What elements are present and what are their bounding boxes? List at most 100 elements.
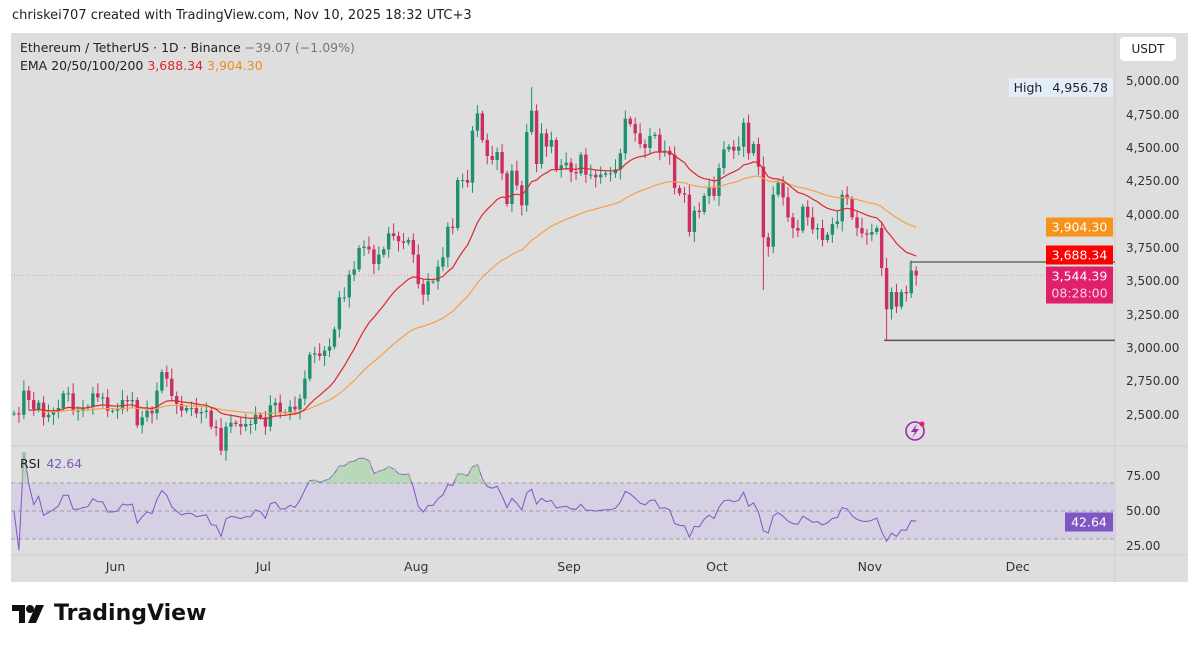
candle-body — [618, 153, 623, 170]
time-tick-label: Jul — [255, 559, 271, 574]
candle-body — [525, 132, 529, 206]
rsi-overbought-fill — [336, 466, 342, 483]
candle-body — [815, 228, 820, 230]
candle-body — [515, 170, 519, 186]
rsi-legend[interactable]: RSI 42.64 — [20, 456, 82, 471]
price-tick-label: 2,500.00 — [1126, 407, 1180, 422]
candle-body — [801, 206, 805, 231]
candle-body — [27, 390, 31, 400]
rsi-overbought-fill — [465, 475, 470, 483]
rsi-overbought-fill — [346, 462, 352, 483]
candle-body — [268, 405, 273, 427]
candle-body — [204, 410, 208, 412]
candle-body — [101, 397, 105, 399]
candle-body — [352, 269, 356, 275]
candle-body — [559, 165, 563, 170]
price-tick-label: 4,000.00 — [1126, 207, 1180, 222]
candle-body — [46, 414, 51, 418]
currency-button[interactable]: USDT — [1120, 37, 1176, 61]
candle-body — [697, 210, 701, 213]
candle-body — [36, 402, 41, 410]
symbol-legend[interactable]: Ethereum / TetherUS · 1D · Binance −39.0… — [20, 40, 355, 55]
candle-body — [96, 393, 100, 398]
candle-body — [534, 110, 539, 165]
candle-body — [737, 146, 741, 151]
rsi-overbought-fill — [391, 469, 397, 483]
rsi-overbought-fill — [371, 473, 377, 483]
candle-body — [396, 236, 401, 242]
candle-body — [909, 270, 913, 294]
candle-body — [22, 390, 26, 415]
rsi-overbought-fill — [322, 480, 328, 483]
candle-body — [362, 246, 366, 249]
ema-legend[interactable]: EMA 20/50/100/200 3,688.34 3,904.30 — [20, 58, 263, 73]
candle-body — [81, 407, 85, 411]
high-label-value: 4,956.78 — [1052, 80, 1108, 95]
candle-body — [633, 124, 637, 134]
candle-body — [377, 254, 381, 265]
candle-body — [781, 182, 785, 198]
tradingview-logo[interactable]: TradingView — [12, 601, 206, 626]
candle-body — [391, 233, 396, 237]
candle-body — [288, 406, 292, 412]
ema50-line — [43, 175, 917, 415]
candle-body — [372, 249, 376, 265]
candle-body — [820, 228, 825, 241]
rsi-overbought-fill — [341, 466, 347, 483]
rsi-overbought-fill — [460, 474, 466, 483]
rsi-overbought-fill — [351, 461, 357, 483]
price-tick-label: 3,000.00 — [1126, 341, 1180, 355]
candle-body — [416, 254, 420, 285]
candle-body — [603, 173, 608, 175]
candle-body — [421, 284, 425, 295]
candle-body — [658, 134, 662, 153]
candle-body — [589, 174, 593, 176]
candle-body — [884, 268, 889, 310]
candle-body — [702, 196, 706, 213]
candle-body — [224, 426, 228, 451]
candle-body — [145, 410, 149, 418]
rsi-overbought-fill — [331, 473, 337, 483]
candle-body — [347, 274, 351, 298]
candle-body — [110, 410, 115, 412]
candle-body — [278, 402, 282, 412]
rsi-overbought-fill — [474, 464, 480, 483]
rsi-overbought-fill — [405, 474, 411, 483]
brand-name: TradingView — [54, 601, 207, 626]
candle-body — [51, 411, 56, 415]
rsi-overbought-fill — [400, 474, 406, 483]
candle-body — [239, 423, 243, 427]
candle-body — [598, 174, 603, 178]
candle-body — [332, 329, 337, 347]
candle-body — [66, 393, 70, 395]
candle-body — [451, 226, 455, 229]
candle-body — [889, 292, 894, 310]
candle-body — [648, 136, 652, 149]
ema50-value: 3,904.30 — [207, 58, 263, 73]
rsi-overbought-fill — [317, 482, 323, 483]
candle-body — [125, 399, 130, 402]
candle-body — [835, 221, 840, 225]
candle-body — [248, 423, 253, 425]
candle-body — [313, 353, 317, 355]
candle-body — [500, 152, 504, 174]
candle-body — [845, 194, 849, 199]
ema20-badge: 3,688.34 — [1046, 245, 1113, 265]
price-tick-label: 3,500.00 — [1126, 274, 1180, 289]
candle-body — [17, 413, 21, 415]
candle-body — [115, 409, 120, 411]
candle-body — [756, 144, 761, 167]
candle-body — [594, 174, 598, 178]
candle-body — [475, 113, 480, 131]
candle-body — [441, 257, 445, 267]
candle-body — [244, 423, 248, 427]
candle-body — [263, 417, 268, 427]
rsi-overbought-fill — [396, 473, 401, 483]
rsi-overbought-fill — [386, 466, 392, 483]
candle-body — [549, 140, 554, 147]
candle-body — [12, 413, 16, 415]
ema20-value: 3,688.34 — [147, 58, 204, 73]
candle-body — [234, 422, 238, 424]
candle-body — [766, 237, 770, 247]
